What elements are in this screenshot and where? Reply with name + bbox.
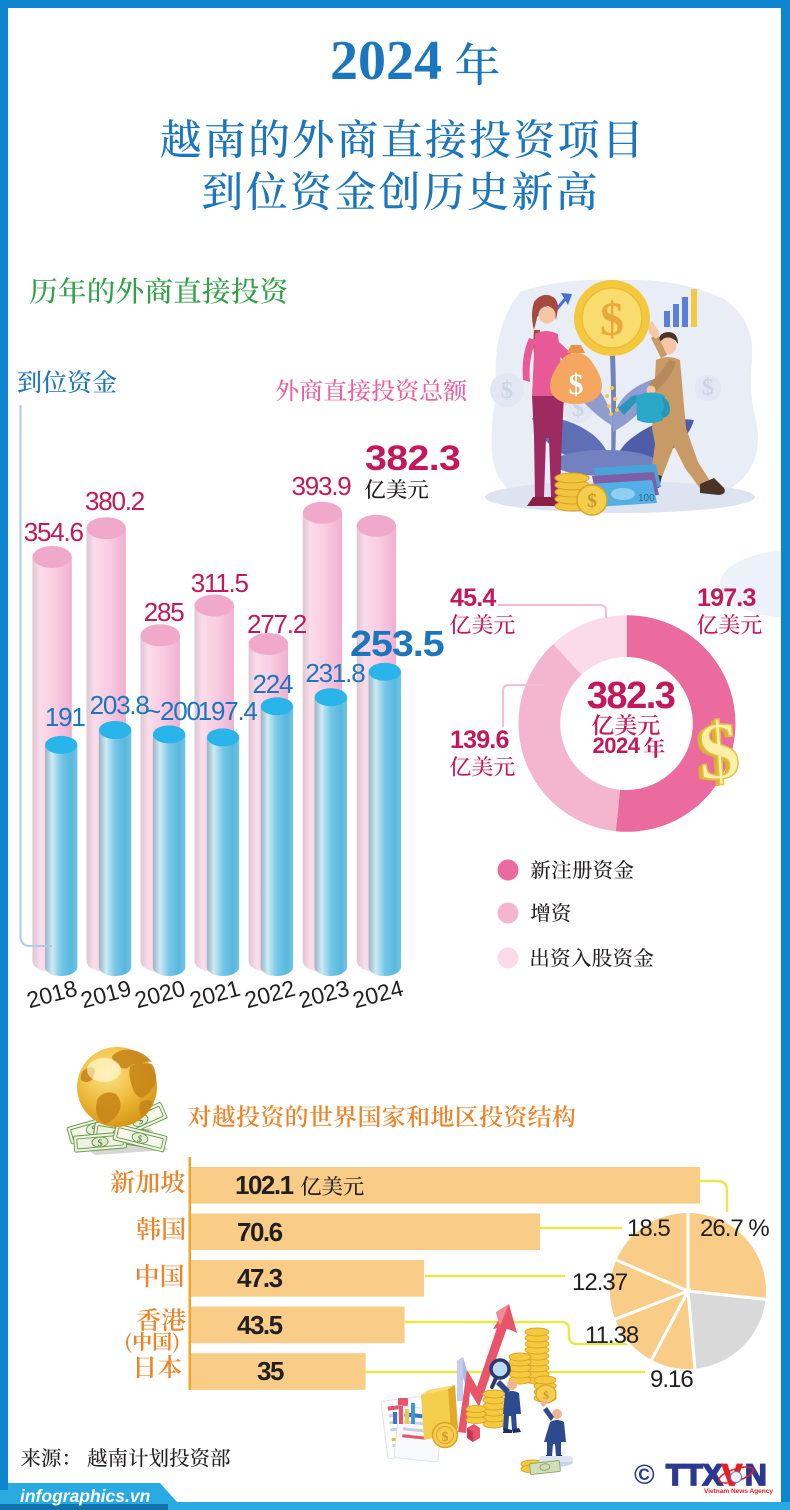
svg-text:$: $: [501, 378, 513, 404]
svg-text:$: $: [136, 1134, 144, 1146]
svg-text:$: $: [695, 704, 742, 798]
svg-text:$: $: [136, 1115, 145, 1127]
svg-text:$: $: [442, 1430, 449, 1445]
svg-text:$: $: [702, 375, 714, 401]
svg-text:$: $: [691, 705, 738, 799]
svg-text:$: $: [600, 293, 624, 346]
svg-text:$: $: [97, 1138, 103, 1149]
svg-text:$: $: [587, 490, 597, 512]
svg-text:100: 100: [638, 493, 655, 504]
svg-text:©: ©: [634, 1459, 655, 1490]
svg-text:$: $: [569, 368, 584, 401]
svg-text:$: $: [543, 1388, 549, 1402]
svg-text:infographics.vn: infographics.vn: [20, 1486, 150, 1506]
svg-text:Vietnam News Agency: Vietnam News Agency: [704, 1488, 773, 1495]
svg-text:TTX: TTX: [666, 1459, 723, 1492]
